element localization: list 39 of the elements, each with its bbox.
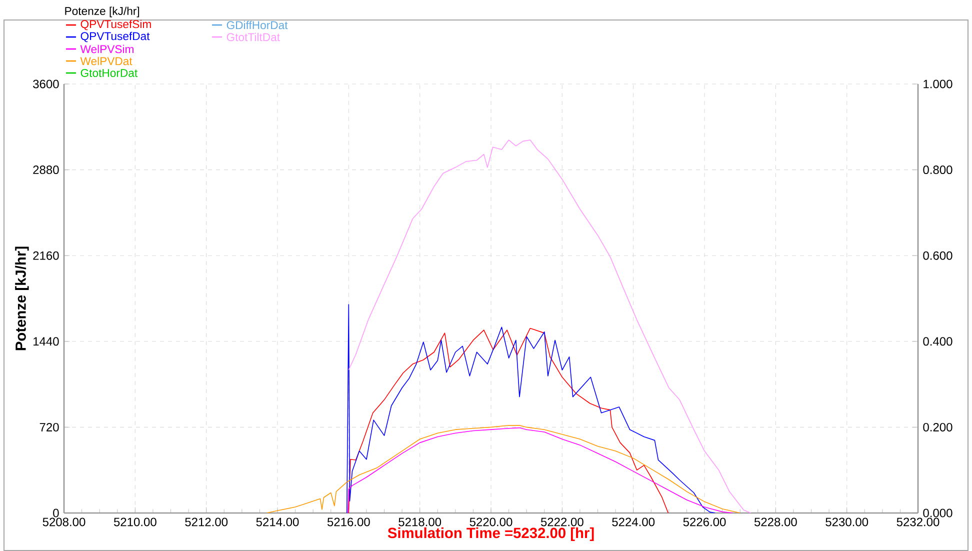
x-tick-label: 5208.00 xyxy=(42,518,86,526)
y-axis-title: Potenze [kJ/hr] xyxy=(15,246,29,350)
x-tick-label: 5216.00 xyxy=(327,518,370,526)
line-series xyxy=(348,140,752,513)
y2-tick-label: 0.600 xyxy=(923,251,952,260)
x-tick-label: 5232.00 xyxy=(896,518,940,526)
legend-label: QPVTusefDat xyxy=(80,32,150,42)
line-series xyxy=(346,304,716,513)
x-tick-label: 5212.00 xyxy=(185,518,228,526)
y-tick-label: 2880 xyxy=(33,166,59,174)
line-series xyxy=(347,328,669,513)
x-tick-label: 5220.00 xyxy=(470,518,512,526)
x-tick-label: 5228.00 xyxy=(754,518,797,526)
legend-label: WelPVSim xyxy=(80,44,134,54)
y-tick-label: 2160 xyxy=(33,251,59,260)
legend-title: Potenze [kJ/hr] xyxy=(65,6,140,18)
y2-tick-label: 0.200 xyxy=(923,422,952,432)
line-series xyxy=(348,427,734,513)
legend-label: GDiffHorDat xyxy=(226,20,288,30)
y-tick-label: 0 xyxy=(53,508,59,518)
legend-label: QPVTusefSim xyxy=(80,20,151,30)
y-tick-label: 3600 xyxy=(33,80,59,88)
y-tick-label: 720 xyxy=(40,422,59,432)
x-axis-title: Simulation Time =5232.00 [hr] xyxy=(388,527,594,542)
x-tick-label: 5222.00 xyxy=(540,518,584,526)
x-tick-label: 5214.00 xyxy=(256,518,299,526)
x-tick-label: 5226.00 xyxy=(683,518,726,526)
x-tick-label: 5210.00 xyxy=(114,518,156,526)
y2-tick-label: 0.800 xyxy=(923,166,952,174)
legend-label: WelPVDat xyxy=(80,56,132,66)
y2-tick-label: 0.000 xyxy=(923,508,952,518)
y2-tick-label: 1.000 xyxy=(924,80,952,88)
x-tick-label: 5230.00 xyxy=(826,518,868,526)
y2-tick-label: 0.400 xyxy=(923,337,952,346)
legend-label: GtotHorDat xyxy=(80,68,138,78)
y-tick-label: 1440 xyxy=(34,337,59,346)
x-tick-label: 5218.00 xyxy=(398,518,442,526)
x-tick-label: 5224.00 xyxy=(612,518,655,526)
legend-label: GtotTiltDat xyxy=(226,32,280,42)
